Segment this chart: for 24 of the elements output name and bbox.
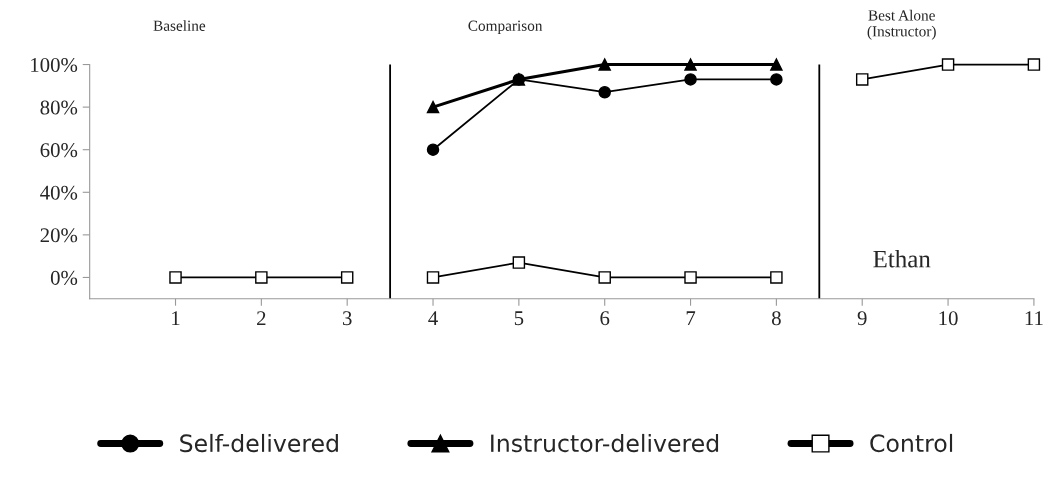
x-tick-label: 1 — [172, 311, 180, 326]
x-tick-label: 9 — [857, 311, 867, 326]
y-tick-label: 0% — [50, 270, 78, 285]
legend-label: Self-delivered — [180, 433, 338, 453]
y-tick-label: 60% — [40, 143, 78, 158]
x-tick-label: 4 — [428, 311, 438, 326]
y-tick-label: 40% — [40, 185, 78, 200]
text: Baseline — [153, 20, 206, 31]
y-tick-label: 100% — [31, 57, 78, 73]
x-tick-label: 11 — [1025, 311, 1043, 326]
x-tick-label: 8 — [771, 311, 781, 326]
text: Best Alone (Instructor) — [867, 9, 936, 40]
legend-label: Instructor-delivered — [491, 433, 719, 453]
annotation: Ethan — [873, 249, 931, 268]
x-tick-label: 10 — [939, 311, 958, 326]
x-tick-label: 5 — [514, 311, 524, 326]
x-tick-label: 6 — [600, 311, 610, 326]
x-tick-label: 2 — [257, 311, 266, 326]
legend-label: Control — [870, 433, 953, 453]
y-tick-label: 20% — [40, 228, 78, 243]
y-tick-label: 80% — [40, 100, 78, 115]
x-tick-label: 3 — [342, 311, 352, 326]
x-tick-label: 7 — [686, 311, 696, 326]
text: Comparison — [468, 20, 543, 34]
